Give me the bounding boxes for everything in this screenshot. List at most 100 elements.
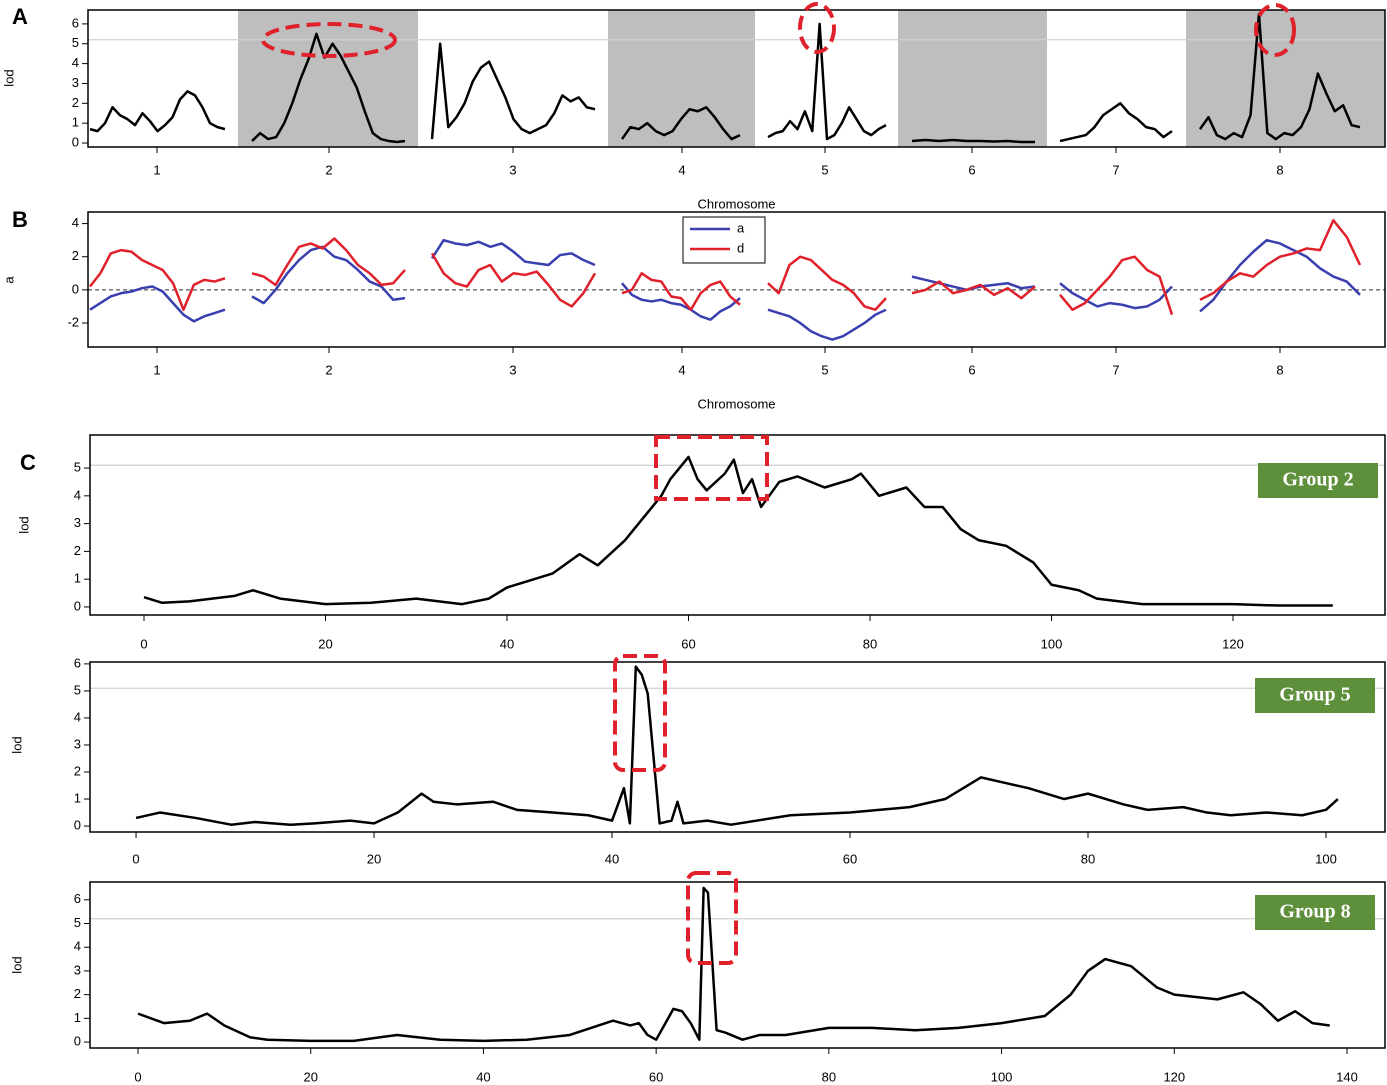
data-line: [767, 308, 887, 341]
y-axis-label: a: [1, 276, 16, 284]
x-tick-label: 7: [1112, 162, 1119, 177]
x-tick-label: 20: [303, 1069, 317, 1084]
plot-frame: [89, 661, 1386, 833]
y-tick-label: 0: [72, 281, 79, 296]
x-tick-label: 2: [325, 162, 332, 177]
x-tick-label: 0: [140, 636, 147, 651]
y-tick-label: 0: [74, 817, 81, 832]
y-tick-label: 4: [74, 939, 81, 954]
x-tick-label: 40: [500, 636, 514, 651]
y-tick-label: 6: [72, 15, 79, 30]
x-tick-label: 20: [318, 636, 332, 651]
plot-frame: [89, 434, 1386, 616]
data-line: [621, 282, 741, 321]
group-label: Group 5: [1279, 684, 1350, 706]
y-tick-label: 2: [74, 543, 81, 558]
x-tick-label: 3: [509, 162, 516, 177]
data-line: [620, 106, 741, 141]
data-line: [137, 886, 1330, 1043]
y-tick-label: 0: [74, 598, 81, 613]
data-line: [251, 237, 406, 287]
data-line: [621, 272, 741, 311]
data-line: [251, 32, 406, 144]
data-line: [911, 138, 1035, 144]
x-tick-label: 5: [821, 162, 828, 177]
data-line: [1199, 219, 1362, 301]
data-line: [135, 665, 1339, 826]
x-tick-label: 0: [132, 851, 139, 866]
x-tick-label: 60: [681, 636, 695, 651]
y-tick-label: 3: [74, 962, 81, 977]
x-tick-label: 5: [821, 362, 828, 377]
highlight: [1254, 3, 1296, 57]
y-tick-label: 2: [74, 763, 81, 778]
y-tick-label: 5: [74, 682, 81, 697]
data-line: [251, 245, 406, 305]
data-line: [767, 255, 887, 311]
highlight: [613, 654, 667, 772]
x-tick-label: 20: [367, 851, 381, 866]
y-tick-label: 4: [72, 55, 79, 70]
y-axis-label: lod: [16, 516, 31, 533]
y-tick-label: 3: [72, 75, 79, 90]
legend-box: [682, 216, 766, 264]
data-line: [1059, 102, 1173, 143]
highlight: [798, 2, 836, 54]
group-label: Group 8: [1279, 901, 1350, 923]
y-axis-label: lod: [9, 956, 24, 973]
backgrounds: [238, 10, 1385, 147]
highlight: [261, 22, 397, 58]
panel-label: A: [12, 4, 28, 29]
y-tick-label: 2: [72, 248, 79, 263]
panel-label: C: [20, 450, 36, 475]
x-tick-label: 140: [1336, 1069, 1358, 1084]
plot-frame: [87, 9, 1386, 148]
data-line: [89, 285, 226, 323]
x-tick-label: 80: [863, 636, 877, 651]
data-line: [767, 22, 887, 141]
x-tick-label: 80: [822, 1069, 836, 1084]
band-shade: [238, 10, 418, 147]
x-tick-label: 3: [509, 362, 516, 377]
x-tick-label: 2: [325, 362, 332, 377]
data-line: [1059, 255, 1174, 316]
x-tick-label: 0: [134, 1069, 141, 1084]
y-tick-label: 3: [74, 736, 81, 751]
data-line: [1198, 12, 1361, 141]
plot-frame: [87, 211, 1386, 348]
y-tick-label: -2: [67, 314, 79, 329]
band-shade: [898, 10, 1047, 147]
x-tick-label: 80: [1081, 851, 1095, 866]
x-tick-label: 40: [476, 1069, 490, 1084]
data-line: [430, 252, 597, 308]
x-tick-label: 8: [1276, 362, 1283, 377]
highlights: [261, 2, 1296, 965]
x-tick-label: 6: [968, 362, 975, 377]
highlight: [686, 871, 738, 965]
y-tick-label: 5: [74, 915, 81, 930]
group-badge: [1255, 895, 1375, 930]
x-tick-label: 100: [1041, 636, 1063, 651]
band-shade: [608, 10, 755, 147]
x-tick-label: 60: [649, 1069, 663, 1084]
x-axis-label: Chromosome: [697, 196, 775, 211]
x-tick-label: 100: [1315, 851, 1337, 866]
x-tick-label: 100: [991, 1069, 1013, 1084]
y-tick-label: 5: [72, 35, 79, 50]
x-tick-label: 7: [1112, 362, 1119, 377]
panel-label: B: [12, 207, 28, 232]
y-tick-label: 6: [74, 655, 81, 670]
data-line: [143, 455, 1333, 607]
x-tick-label: 120: [1163, 1069, 1185, 1084]
y-tick-label: 1: [74, 1010, 81, 1025]
y-tick-label: 3: [74, 515, 81, 530]
x-tick-label: 1: [153, 162, 160, 177]
x-tick-label: 6: [968, 162, 975, 177]
y-tick-label: 1: [74, 571, 81, 586]
x-tick-label: 1: [153, 362, 160, 377]
legend-label: a: [737, 220, 745, 235]
x-tick-label: 60: [843, 851, 857, 866]
y-tick-label: 0: [72, 134, 79, 149]
data-line: [911, 280, 1036, 300]
